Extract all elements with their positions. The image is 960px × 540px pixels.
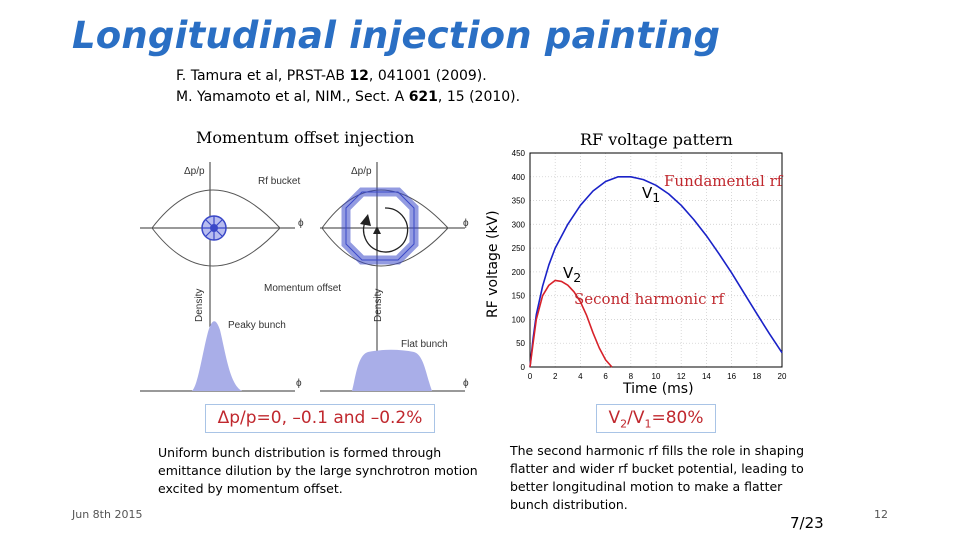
right-description: The second harmonic rf fills the role in… [510, 442, 830, 514]
reference-2: M. Yamamoto et al, NIM., Sect. A 621, 15… [176, 89, 520, 105]
peaky-bunch-shape [192, 321, 242, 391]
v1-text: V [642, 184, 653, 202]
v2-annotation: V2 [563, 264, 581, 285]
ratio-sub-1: 1 [644, 417, 652, 431]
y-tick-label: 50 [516, 339, 525, 348]
right-density-phi-label: ϕ [463, 378, 469, 389]
arrow-head-icon [360, 214, 371, 226]
reference-2-text: M. Yamamoto et al, NIM., Sect. A [176, 89, 409, 105]
ratio-v2: V [608, 408, 621, 428]
right-density-label: Density [373, 289, 384, 322]
x-tick-label: 16 [727, 372, 736, 381]
right-panel-heading: RF voltage pattern [580, 130, 733, 149]
x-tick-label: 10 [652, 372, 661, 381]
ratio-value: =80% [651, 408, 704, 428]
reference-1: F. Tamura et al, PRST-AB 12, 041001 (200… [176, 68, 487, 84]
injected-beam-icon [201, 215, 227, 241]
y-tick-label: 150 [512, 292, 526, 301]
y-tick-label: 400 [512, 173, 526, 182]
ratio-slash-v: /V [627, 408, 645, 428]
voltage-ratio-box: V2/V1=80% [596, 404, 716, 433]
left-dp-p-label: Δp/p [184, 166, 205, 177]
x-tick-label: 6 [603, 372, 608, 381]
reference-1-tail: , 041001 (2009). [368, 68, 487, 84]
x-tick-label: 14 [702, 372, 711, 381]
x-tick-label: 12 [677, 372, 686, 381]
x-tick-label: 20 [778, 372, 787, 381]
rf-voltage-chart: 0 2 4 6 8 10 12 14 16 18 20 0501001502002503003504… [485, 149, 787, 397]
slide-title: Longitudinal injection painting [72, 14, 721, 57]
y-axis-label: RF voltage (kV) [485, 210, 501, 318]
peaky-bunch-label: Peaky bunch [228, 320, 286, 331]
x-tick-label: 18 [752, 372, 761, 381]
offset-arrow-head-icon [373, 226, 381, 234]
y-tick-label: 200 [512, 268, 526, 277]
second-harmonic-rf-line [529, 279, 613, 368]
momentum-offset-label: Momentum offset [264, 283, 341, 294]
v1-subscript: 1 [652, 190, 661, 205]
footer-date: Jun 8th 2015 [72, 508, 143, 521]
v2-subscript: 2 [573, 270, 582, 285]
reference-1-text: F. Tamura et al, PRST-AB [176, 68, 350, 84]
reference-2-volume: 621 [408, 89, 438, 105]
y-tick-label: 350 [512, 197, 526, 206]
chart-grid [529, 152, 783, 368]
rf-bucket-label: Rf bucket [258, 176, 300, 187]
x-tick-label: 2 [553, 372, 558, 381]
painted-beam-ring [341, 187, 419, 265]
v1-annotation: V1 [642, 184, 660, 205]
y-tick-label: 0 [521, 363, 526, 372]
x-tick-label: 0 [528, 372, 533, 381]
right-description-line-1: The second harmonic rf fills the role in… [510, 443, 805, 458]
y-tick-label: 250 [512, 244, 526, 253]
left-description-line-3: excited by momentum offset. [158, 481, 343, 496]
y-tick-label: 450 [512, 149, 526, 158]
left-description: Uniform bunch distribution is formed thr… [158, 444, 498, 498]
left-phi-label: ϕ [298, 218, 304, 229]
fundamental-rf-line [529, 175, 783, 368]
flat-bunch-shape [352, 349, 432, 391]
momentum-offset-values-box: Δp/p=0, –0.1 and –0.2% [205, 404, 435, 433]
second-harmonic-annotation: Second harmonic rf [574, 290, 724, 308]
plot-frame [529, 152, 783, 368]
right-description-line-4: bunch distribution. [510, 497, 628, 512]
right-description-line-2: flatter and wider rf bucket potential, l… [510, 461, 804, 476]
reference-2-tail: , 15 (2010). [437, 89, 521, 105]
left-rf-bucket [151, 189, 281, 267]
right-phi-label: ϕ [463, 218, 469, 229]
painted-beam-ring-outline [345, 191, 415, 261]
ratio-sub-2: 2 [620, 417, 628, 431]
left-description-line-2: emittance dilution by the large synchrot… [158, 463, 478, 478]
chart-series [529, 175, 783, 368]
v2-text: V [563, 264, 574, 282]
fundamental-rf-annotation: Fundamental rf [664, 172, 783, 190]
page-count: 7/23 [790, 514, 824, 532]
x-tick-label: 8 [629, 372, 634, 381]
right-dp-p-label: Δp/p [351, 166, 372, 177]
y-tick-label: 100 [512, 315, 526, 324]
flat-bunch-label: Flat bunch [401, 339, 448, 350]
x-tick-labels: 0 2 4 6 8 10 12 14 16 18 20 [528, 372, 787, 381]
reference-1-volume: 12 [349, 68, 369, 84]
slide-number: 12 [874, 508, 888, 521]
y-tick-label: 300 [512, 220, 526, 229]
left-density-phi-label: ϕ [296, 378, 302, 389]
x-axis-label: Time (ms) [622, 381, 694, 397]
synchrotron-motion-arrow [362, 207, 409, 253]
y-tick-labels: 0 50 100 150 200 250 300 350 400 450 [512, 149, 526, 372]
right-description-line-3: better longitudinal motion to make a fla… [510, 479, 783, 494]
momentum-offset-diagram: Δp/p Δp/p Rf bucket ϕ ϕ Momentum offset … [140, 162, 469, 392]
left-density-label: Density [194, 289, 205, 322]
left-panel-heading: Momentum offset injection [196, 128, 415, 147]
left-description-line-1: Uniform bunch distribution is formed thr… [158, 445, 442, 460]
x-tick-label: 4 [578, 372, 583, 381]
